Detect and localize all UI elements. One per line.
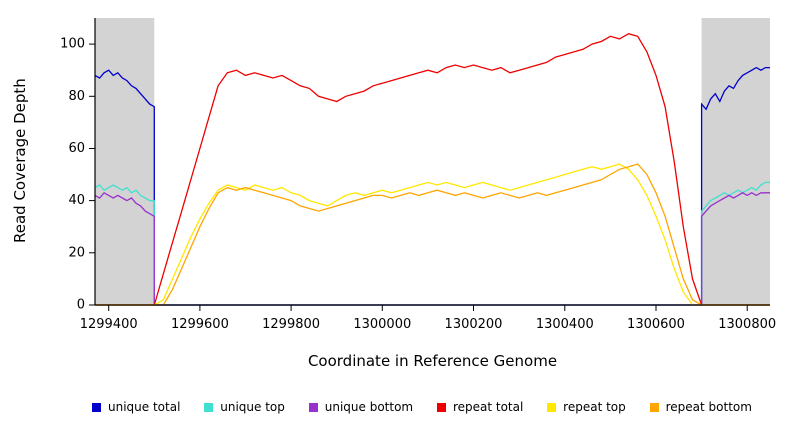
legend-item-unique-bottom: unique bottom <box>308 400 414 414</box>
legend-swatch-unique-total <box>92 402 101 412</box>
legend-label-repeat-bottom: repeat bottom <box>665 400 752 414</box>
y-tick-label: 100 <box>60 37 85 52</box>
y-tick-label: 20 <box>68 245 85 260</box>
series-repeat-bottom <box>95 163 770 306</box>
y-axis-title: Read Coverage Depth <box>11 78 29 243</box>
legend-item-repeat-top: repeat top <box>547 400 626 414</box>
series-unique-top <box>94 181 770 306</box>
y-tick-label: 0 <box>77 298 85 313</box>
y-tick-label: 40 <box>68 193 85 208</box>
y-tick-label: 60 <box>68 141 85 156</box>
legend-item-repeat-total: repeat total <box>436 400 524 414</box>
x-tick-label: 1299800 <box>262 317 320 332</box>
y-tick-label: 80 <box>68 89 85 104</box>
legend-label-repeat-total: repeat total <box>452 400 524 414</box>
x-tick-label: 1300400 <box>536 317 594 332</box>
x-tick-label: 1300000 <box>353 317 411 332</box>
shaded-region <box>95 18 155 305</box>
legend-item-unique-total: unique total <box>92 400 180 414</box>
legend-swatch-unique-top <box>204 402 214 412</box>
x-tick-label: 1300800 <box>718 317 776 332</box>
series-repeat-total <box>95 32 770 306</box>
legend-label-unique-top: unique top <box>220 400 285 414</box>
legend-label-unique-bottom: unique bottom <box>324 400 414 414</box>
series-unique-total <box>94 66 770 306</box>
legend-swatch-repeat-total <box>436 402 446 412</box>
series-unique-bottom <box>94 191 770 306</box>
shaded-region <box>701 18 770 305</box>
legend-swatch-repeat-top <box>547 402 557 412</box>
legend-label-unique-total: unique total <box>108 400 181 414</box>
legend-swatch-repeat-bottom <box>649 402 659 412</box>
x-tick-label: 1300200 <box>445 317 503 332</box>
coverage-plot-canvas: 1299400 1299600 1299800 1300000 1300200 13004… <box>60 18 776 332</box>
x-tick-label: 1299400 <box>80 317 138 332</box>
x-tick-label: 1299600 <box>171 317 229 332</box>
legend: unique total unique top unique bottom re… <box>92 400 752 414</box>
legend-item-repeat-bottom: repeat bottom <box>649 400 752 414</box>
series-repeat-top <box>95 163 770 306</box>
x-axis-title: Coordinate in Reference Genome <box>307 352 558 370</box>
legend-label-repeat-top: repeat top <box>563 400 626 414</box>
x-tick-label: 1300600 <box>627 317 685 332</box>
legend-swatch-unique-bottom <box>308 402 318 412</box>
legend-item-unique-top: unique top <box>204 400 285 414</box>
